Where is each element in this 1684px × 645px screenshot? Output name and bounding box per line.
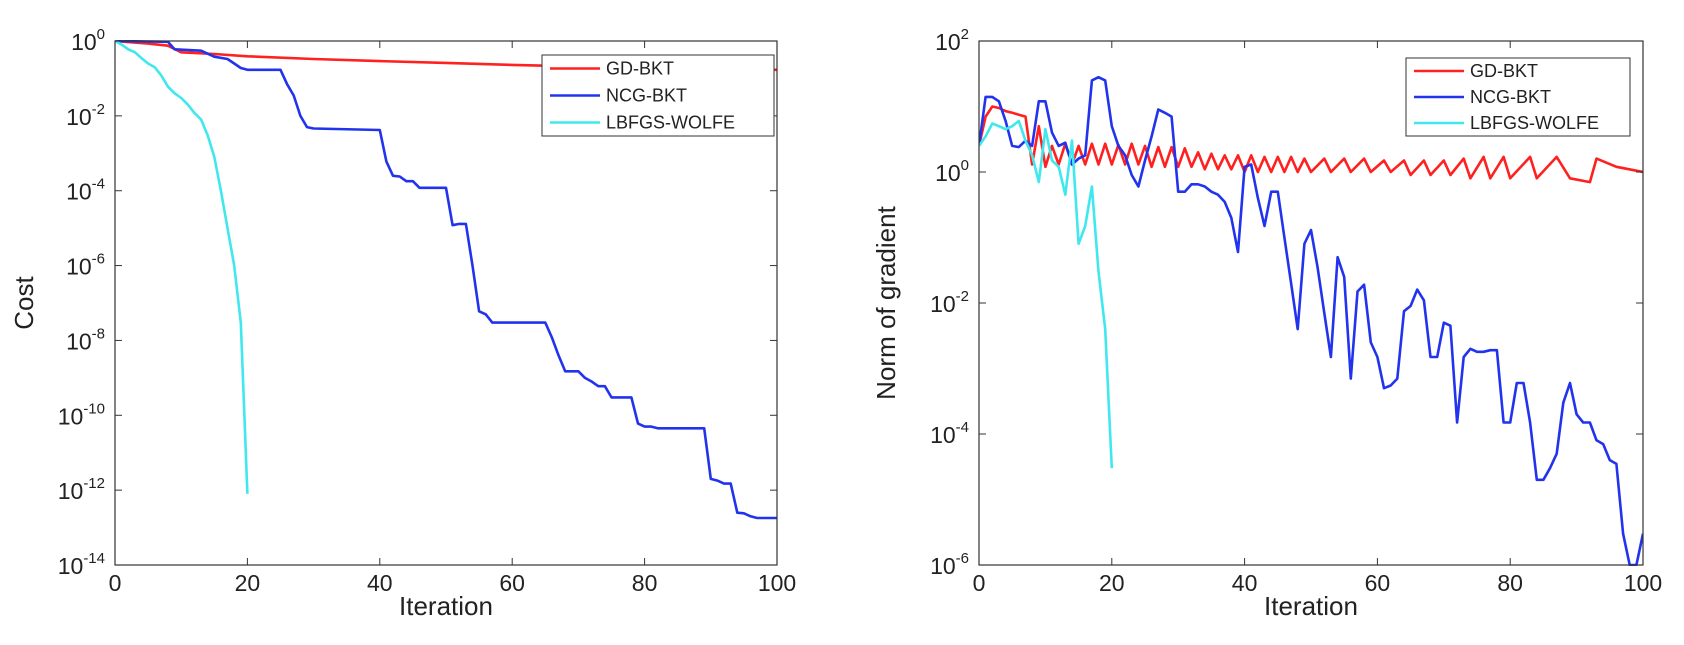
y-tick-label: 10-2	[66, 101, 105, 130]
series-line-ncg-bkt	[979, 75, 1643, 566]
legend-label-ncg-bkt: NCG-BKT	[606, 86, 687, 106]
y-tick-label: 10-6	[930, 550, 969, 579]
x-tick-label: 20	[1099, 570, 1125, 596]
legend-label-gd-bkt: GD-BKT	[606, 59, 674, 79]
x-tick-label: 0	[109, 570, 122, 596]
x-tick-label: 80	[1497, 570, 1523, 596]
y-axis-label: Norm of gradient	[871, 205, 901, 399]
x-tick-label: 40	[1232, 570, 1258, 596]
y-tick-label: 10-6	[66, 251, 105, 280]
x-tick-label: 60	[499, 570, 525, 596]
series-group	[979, 75, 1643, 566]
y-tick-label: 10-4	[930, 419, 969, 448]
x-tick-label: 80	[632, 570, 658, 596]
x-axis-label: Iteration	[399, 591, 493, 621]
y-tick-label: 10-10	[58, 400, 105, 429]
x-axis-label: Iteration	[1264, 591, 1358, 621]
series-line-lbfgs-wolfe	[979, 119, 1114, 469]
legend-label-lbfgs-wolfe: LBFGS-WOLFE	[606, 113, 735, 133]
y-tick-label: 10-8	[66, 325, 105, 354]
x-tick-label: 40	[367, 570, 393, 596]
legend: GD-BKT NCG-BKT LBFGS-WOLFE	[541, 54, 775, 137]
y-tick-label: 10-12	[58, 475, 105, 504]
y-tick-label: 100	[71, 26, 105, 55]
x-tick-label: 60	[1365, 570, 1391, 596]
y-tick-label: 10-2	[930, 288, 969, 317]
x-tick-label: 0	[973, 570, 986, 596]
cost-chart: 0 20 40 60 80 100 100 10-2 10-4 10-6 10-8 10-10 10-1…	[9, 26, 796, 621]
x-tick-label: 100	[1624, 570, 1662, 596]
legend-label-lbfgs-wolfe: LBFGS-WOLFE	[1470, 113, 1599, 133]
gradient-norm-chart: 0 20 40 60 80 100 102 100 10-2 10-4 10-6 Iteration N…	[871, 26, 1662, 621]
legend: GD-BKT NCG-BKT LBFGS-WOLFE	[1405, 57, 1631, 137]
y-tick-label: 102	[935, 26, 969, 55]
y-tick-label: 10-14	[58, 550, 105, 579]
x-tick-label: 100	[758, 570, 796, 596]
y-tick-label: 100	[935, 157, 969, 186]
legend-label-ncg-bkt: NCG-BKT	[1470, 87, 1551, 107]
series-line-ncg-bkt	[115, 40, 777, 520]
legend-label-gd-bkt: GD-BKT	[1470, 61, 1538, 81]
plot-frame	[114, 40, 778, 566]
y-axis-label: Cost	[9, 275, 39, 329]
series-line-lbfgs-wolfe	[115, 40, 249, 494]
x-tick-label: 20	[235, 570, 261, 596]
y-tick-label: 10-4	[66, 176, 105, 205]
